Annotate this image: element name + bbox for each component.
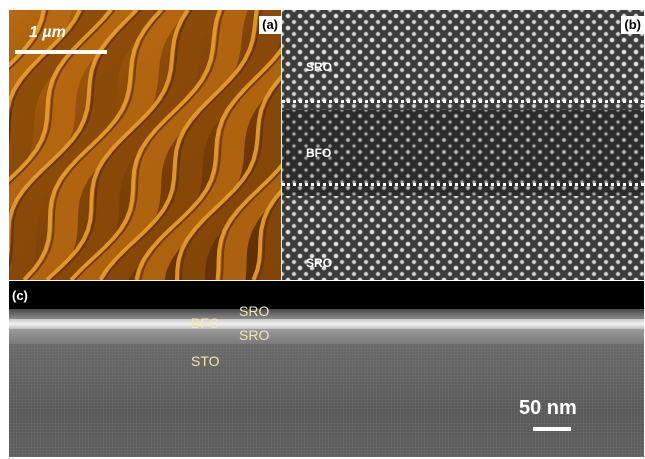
afm-scale-label: 1 µm <box>29 24 66 41</box>
afm-step-edge <box>22 10 163 280</box>
afm-step-shadow <box>50 10 193 280</box>
afm-step-shadow <box>74 10 225 280</box>
hrtem-layer-top: SRO <box>306 60 333 74</box>
afm-step-shadow <box>9 10 116 185</box>
afm-step-shadow <box>256 194 281 280</box>
afm-scale-bar <box>15 50 107 54</box>
sem-substrate <box>9 344 644 457</box>
hrtem-image-panel: SRO BFO SRO (b) <box>282 10 644 280</box>
afm-step-edge <box>9 10 113 183</box>
sem-label-sro-top: SRO <box>239 303 270 319</box>
afm-step-shadow <box>9 10 85 145</box>
afm-step-shadow <box>103 10 262 280</box>
afm-step-edge <box>98 10 259 280</box>
sem-film-lower <box>9 329 644 344</box>
afm-terrace-band <box>9 10 139 209</box>
afm-terrace-band <box>177 77 281 280</box>
sem-label-bfo: BFO <box>191 315 220 331</box>
afm-step-edge <box>9 10 139 257</box>
afm-step-edge <box>215 162 281 280</box>
panel-b-tag: (b) <box>621 16 644 34</box>
afm-step-edge <box>45 10 190 280</box>
sem-scale-bar <box>533 427 571 431</box>
sem-cross-section-panel: BFO SRO SRO STO 50 nm (c) <box>9 281 644 457</box>
sem-substrate-texture <box>9 344 644 457</box>
sem-film-top <box>9 309 644 319</box>
afm-step-edge <box>9 10 46 69</box>
afm-step-edge <box>69 10 222 280</box>
afm-step-shadow <box>180 80 281 280</box>
afm-terrace-band <box>24 10 190 280</box>
afm-step-shadow <box>220 169 281 280</box>
afm-step-edge <box>134 46 281 280</box>
afm-terraces <box>9 10 281 280</box>
afm-terrace-band <box>136 50 281 280</box>
hrtem-layer-bottom: SRO <box>306 256 333 270</box>
sem-top-region <box>9 281 644 309</box>
sem-scale-label: 50 nm <box>519 397 577 419</box>
sem-label-sto: STO <box>191 353 220 369</box>
afm-step-edge <box>9 10 82 113</box>
bfo-lattice-region <box>282 110 644 196</box>
afm-step-shadow <box>9 10 142 268</box>
panel-a-tag: (a) <box>259 16 281 34</box>
afm-step-shadow <box>27 10 166 280</box>
hrtem-layer-middle: BFO <box>306 146 332 160</box>
panel-c-tag: (c) <box>12 288 28 303</box>
upper-interface-line <box>282 100 644 103</box>
afm-step-edge <box>251 188 281 280</box>
sem-film-bright <box>9 319 644 329</box>
afm-terrace-band <box>217 166 281 280</box>
afm-step-shadow <box>139 53 281 280</box>
afm-terrace-band <box>9 10 165 280</box>
sem-label-sro-bottom: SRO <box>239 327 270 343</box>
afm-step-shadow <box>9 10 49 71</box>
lower-interface-line <box>282 183 644 186</box>
afm-step-edge <box>175 74 281 280</box>
afm-image-panel: 1 µm (a) <box>9 10 281 280</box>
